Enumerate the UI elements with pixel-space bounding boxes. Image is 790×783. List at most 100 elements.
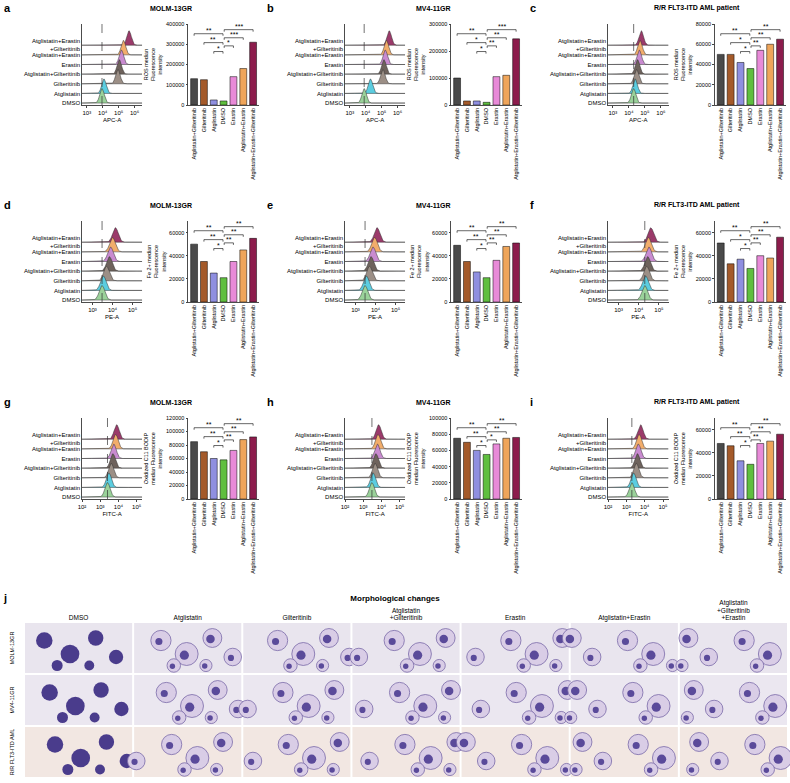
- svg-text:DMSO: DMSO: [747, 304, 753, 321]
- svg-text:Atglistatin: Atglistatin: [474, 305, 480, 329]
- svg-text:Atglistatin+Erastin+Gilteritin: Atglistatin+Erastin+Gilteritinib: [250, 305, 256, 377]
- svg-text:200000: 200000: [166, 61, 184, 67]
- svg-text:*: *: [227, 39, 230, 46]
- svg-text:Gilteritinib: Gilteritinib: [53, 475, 80, 481]
- svg-text:**: **: [494, 31, 500, 38]
- svg-text:**: **: [473, 430, 479, 437]
- svg-text:DMSO: DMSO: [747, 501, 753, 518]
- svg-text:Atglistatin+Erastin+Gilteritin: Atglistatin+Erastin+Gilteritinib: [250, 502, 256, 574]
- svg-text:80000: 80000: [169, 442, 184, 448]
- svg-text:Erastin: Erastin: [230, 108, 236, 125]
- svg-text:0: 0: [444, 102, 447, 108]
- svg-text:**: **: [753, 433, 759, 440]
- svg-text:20000: 20000: [432, 480, 447, 486]
- svg-text:FITC-A: FITC-A: [629, 511, 648, 517]
- svg-text:Atglistatin+Erastin: Atglistatin+Erastin: [240, 108, 246, 152]
- svg-text:Erastin: Erastin: [587, 259, 606, 265]
- svg-text:c: c: [530, 2, 536, 14]
- svg-text:Atglistatin+Erastin+Gilteritin: Atglistatin+Erastin+Gilteritinib: [32, 38, 81, 52]
- svg-text:Gilteritinib: Gilteritinib: [579, 475, 606, 481]
- svg-text:DMSO: DMSO: [588, 494, 606, 500]
- svg-text:e: e: [267, 199, 273, 211]
- svg-text:Fe 2+ medianFluorescenceintens: Fe 2+ medianFluorescenceintensity: [673, 245, 693, 279]
- svg-text:Atglistatin+Erastin+Gilteritin: Atglistatin+Erastin+Gilteritinib: [250, 108, 256, 180]
- svg-text:MOLM-13GR: MOLM-13GR: [150, 5, 192, 12]
- svg-text:R/R FLT3-ITD AML patient: R/R FLT3-ITD AML patient: [654, 201, 740, 209]
- svg-text:Gilteritinib: Gilteritinib: [53, 278, 80, 284]
- svg-text:ROS medianFluorescenceintensit: ROS medianFluorescenceintensity: [143, 48, 163, 81]
- svg-text:FITC-A: FITC-A: [102, 511, 121, 517]
- svg-text:DMSO: DMSO: [220, 304, 226, 321]
- svg-text:Oxidized C11 BODIPmedian Fluor: Oxidized C11 BODIPmedian Fluorescenceint…: [673, 432, 693, 485]
- svg-text:Erastin: Erastin: [505, 614, 526, 621]
- svg-text:**: **: [732, 224, 738, 231]
- svg-text:10²: 10²: [341, 504, 350, 510]
- svg-text:10⁵: 10⁵: [128, 307, 138, 313]
- svg-text:Atglistatin+Gilteritinib: Atglistatin+Gilteritinib: [718, 502, 724, 554]
- svg-text:Atglistatin+Gilteritinib: Atglistatin+Gilteritinib: [718, 305, 724, 357]
- svg-text:Atglistatin+Erastin: Atglistatin+Erastin: [503, 305, 509, 349]
- svg-text:*: *: [480, 45, 483, 52]
- svg-text:DMSO: DMSO: [220, 107, 226, 124]
- svg-text:10³: 10³: [622, 504, 631, 510]
- svg-text:Atglistatin: Atglistatin: [317, 91, 343, 97]
- svg-text:DMSO: DMSO: [483, 304, 489, 321]
- svg-text:200000: 200000: [429, 48, 447, 54]
- svg-text:DMSO: DMSO: [62, 494, 80, 500]
- svg-text:DMSO: DMSO: [588, 100, 606, 106]
- svg-text:**: **: [737, 430, 743, 437]
- svg-text:Atglistatin+Erastin: Atglistatin+Erastin: [767, 305, 773, 349]
- svg-text:*: *: [475, 36, 478, 43]
- svg-text:Atglistatin+Erastin: Atglistatin+Erastin: [240, 502, 246, 546]
- svg-text:PE-A: PE-A: [368, 314, 382, 320]
- svg-text:10⁶: 10⁶: [656, 110, 666, 116]
- svg-text:Atglistatin+Erastin+Gilteritin: Atglistatin+Erastin+Gilteritinib: [558, 432, 607, 446]
- svg-text:Atglistatin+Erastin+Gilteritin: Atglistatin+Erastin+Gilteritinib: [777, 305, 783, 377]
- svg-text:Erastin: Erastin: [587, 62, 606, 68]
- svg-text:400000: 400000: [166, 21, 184, 27]
- svg-text:Atglistatin: Atglistatin: [474, 502, 480, 526]
- svg-text:Erastin: Erastin: [757, 305, 763, 322]
- svg-text:Atglistatin: Atglistatin: [580, 288, 606, 294]
- svg-text:*: *: [744, 45, 747, 52]
- svg-text:Atglistatin+Erastin+Gilteritin: Atglistatin+Erastin+Gilteritinib: [558, 38, 607, 52]
- svg-text:Atglistatin+Erastin+Gilteritin: Atglistatin+Erastin+Gilteritinib: [513, 502, 519, 574]
- svg-text:40000: 40000: [696, 253, 711, 259]
- svg-text:10³: 10³: [345, 110, 354, 116]
- svg-text:60000: 60000: [696, 229, 711, 235]
- svg-text:Atglistatin+Erastin: Atglistatin+Erastin: [558, 446, 606, 452]
- svg-text:**: **: [494, 425, 500, 432]
- svg-text:100000: 100000: [429, 75, 447, 81]
- svg-text:Atglistatin+Erastin+Gilteritin: Atglistatin+Erastin+Gilteritinib: [777, 502, 783, 574]
- svg-text:Atglistatin+Erastin: Atglistatin+Erastin: [558, 249, 606, 255]
- svg-text:100000: 100000: [166, 82, 184, 88]
- svg-text:**: **: [494, 228, 500, 235]
- svg-text:40000: 40000: [432, 253, 447, 259]
- svg-text:DMSO: DMSO: [325, 494, 343, 500]
- svg-text:+Gilteritinib: +Gilteritinib: [717, 607, 750, 614]
- svg-text:Atglistatin+Gilteritinib: Atglistatin+Gilteritinib: [454, 502, 460, 554]
- svg-text:Morphological changes: Morphological changes: [350, 594, 440, 603]
- svg-text:Gilteritinib: Gilteritinib: [53, 81, 80, 87]
- svg-text:Atglistatin+Erastin+Gilteritin: Atglistatin+Erastin+Gilteritinib: [558, 235, 607, 249]
- svg-text:Atglistatin+Gilteritinib: Atglistatin+Gilteritinib: [24, 268, 81, 274]
- svg-text:Atglistatin+Erastin: Atglistatin+Erastin: [767, 502, 773, 546]
- svg-text:b: b: [267, 2, 274, 14]
- svg-text:***: ***: [235, 23, 243, 30]
- svg-text:*: *: [744, 439, 747, 446]
- svg-text:20000: 20000: [432, 276, 447, 282]
- svg-text:Atglistatin+Erastin+Gilteritin: Atglistatin+Erastin+Gilteritinib: [32, 235, 81, 249]
- svg-text:Gilteritinib: Gilteritinib: [464, 108, 470, 132]
- svg-text:**: **: [231, 228, 237, 235]
- svg-text:Gilteritinib: Gilteritinib: [316, 81, 343, 87]
- svg-text:Gilteritinib: Gilteritinib: [201, 108, 207, 132]
- svg-text:+Erastin: +Erastin: [721, 614, 745, 621]
- svg-text:**: **: [469, 27, 475, 34]
- svg-text:Atglistatin: Atglistatin: [317, 288, 343, 294]
- svg-text:Erastin: Erastin: [230, 305, 236, 322]
- svg-text:**: **: [210, 36, 216, 43]
- svg-text:10⁴: 10⁴: [634, 307, 644, 313]
- svg-text:Atglistatin+Erastin: Atglistatin+Erastin: [558, 52, 606, 58]
- svg-text:MV4-11GR: MV4-11GR: [416, 202, 451, 209]
- svg-text:Atglistatin+Erastin+Gilteritin: Atglistatin+Erastin+Gilteritinib: [777, 108, 783, 180]
